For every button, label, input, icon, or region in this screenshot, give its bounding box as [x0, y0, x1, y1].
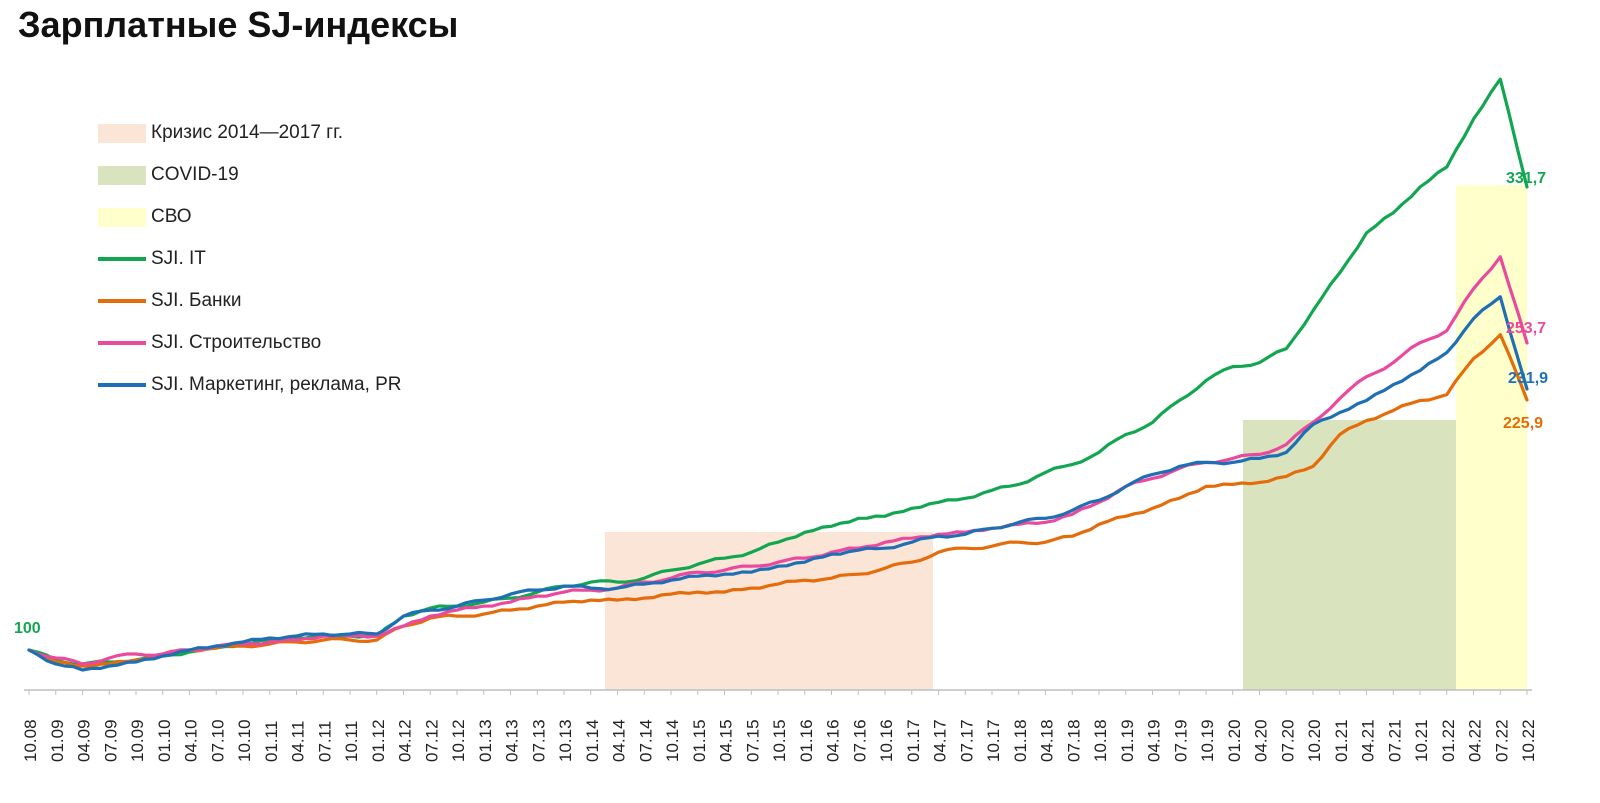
x-tick-label: 01.13	[476, 719, 495, 762]
legend-label-marketing: SJI. Маркетинг, реклама, PR	[151, 374, 402, 395]
x-tick-label: 01.19	[1118, 719, 1137, 762]
x-tick-label: 04.13	[503, 719, 522, 762]
x-tick-label: 10.12	[449, 719, 468, 762]
x-tick-label: 04.12	[396, 719, 415, 762]
legend-swatch-svo	[98, 207, 146, 227]
legend-swatch-crisis	[98, 123, 146, 143]
series-lines	[27, 77, 1529, 672]
x-tick-label: 10.09	[128, 719, 147, 762]
legend-item-it: SJI. IT	[98, 238, 402, 280]
x-tick-label: 10.14	[663, 719, 682, 762]
start-value-label: 100	[14, 620, 41, 637]
x-tick-label: 07.13	[529, 719, 548, 762]
x-tick-label: 10.13	[556, 719, 575, 762]
legend-item-svo: СВО	[98, 196, 402, 238]
x-axis: 10.08 01.09 04.09 07.09 10.09 01.10 04.10 07.10…	[21, 689, 1538, 762]
legend-item-marketing: SJI. Маркетинг, реклама, PR	[98, 364, 402, 406]
x-tick-label: 01.20	[1225, 719, 1244, 762]
x-tick-label: 04.22	[1466, 719, 1485, 762]
end-value-label-2: 253,7	[1506, 320, 1546, 337]
end-value-label-0: 331,7	[1506, 170, 1546, 187]
legend-label-it: SJI. IT	[151, 248, 206, 269]
x-tick-label: 01.15	[690, 719, 709, 762]
x-tick-label: 10.16	[877, 719, 896, 762]
series-line-2	[27, 255, 1529, 666]
band-2	[1456, 185, 1527, 690]
x-tick-label: 07.21	[1385, 719, 1404, 762]
legend-label-covid: COVID-19	[151, 164, 239, 185]
legend-label-construction: SJI. Строительство	[151, 332, 322, 353]
legend-line-marketing	[98, 383, 146, 387]
x-tick-label: 01.09	[48, 719, 67, 762]
series-line-3	[27, 295, 1529, 672]
x-tick-label: 04.16	[824, 719, 843, 762]
x-tick-label: 04.21	[1359, 719, 1378, 762]
legend-line-banks	[98, 299, 146, 303]
x-tick-label: 07.16	[850, 719, 869, 762]
legend-line-it	[98, 257, 146, 261]
x-tick-label: 10.18	[1091, 719, 1110, 762]
x-tick-label: 10.20	[1305, 719, 1324, 762]
x-tick-label: 07.19	[1171, 719, 1190, 762]
end-value-label-3: 231,9	[1508, 370, 1548, 387]
x-tick-label: 04.09	[75, 719, 94, 762]
x-tick-label: 07.22	[1492, 719, 1511, 762]
x-tick-label: 01.12	[369, 719, 388, 762]
x-tick-label: 07.14	[636, 719, 655, 762]
x-tick-label: 10.08	[21, 719, 40, 762]
legend-item-covid: COVID-19	[98, 154, 402, 196]
x-tick-label: 10.10	[235, 719, 254, 762]
x-tick-label: 07.12	[422, 719, 441, 762]
x-tick-label: 04.20	[1252, 719, 1271, 762]
x-tick-label: 07.17	[957, 719, 976, 762]
legend-item-crisis: Кризис 2014—2017 гг.	[98, 112, 402, 154]
data-labels: 100 331,7 225,9 253,7 231,9	[14, 170, 1548, 637]
legend-label-banks: SJI. Банки	[151, 290, 242, 311]
x-tick-label: 07.18	[1064, 719, 1083, 762]
x-tick-label: 04.14	[610, 719, 629, 762]
legend-swatch-covid	[98, 165, 146, 185]
x-tick-label: 01.10	[155, 719, 174, 762]
x-tick-label: 01.14	[583, 719, 602, 762]
x-tick-label: 01.21	[1332, 719, 1351, 762]
x-tick-label: 07.20	[1278, 719, 1297, 762]
x-tick-label: 10.21	[1412, 719, 1431, 762]
x-tick-label: 01.18	[1011, 719, 1030, 762]
band-1	[1243, 420, 1456, 690]
legend-item-banks: SJI. Банки	[98, 280, 402, 322]
x-tick-label: 10.15	[770, 719, 789, 762]
x-tick-label: 10.22	[1519, 719, 1538, 762]
x-tick-label: 04.18	[1038, 719, 1057, 762]
x-tick-label: 01.17	[904, 719, 923, 762]
x-tick-label: 07.15	[743, 719, 762, 762]
end-value-label-1: 225,9	[1503, 415, 1543, 432]
x-tick-label: 04.19	[1145, 719, 1164, 762]
x-tick-label: 07.10	[208, 719, 227, 762]
legend-item-construction: SJI. Строительство	[98, 322, 402, 364]
legend: Кризис 2014—2017 гг. COVID-19 СВО SJI. I…	[98, 112, 402, 406]
x-tick-label: 07.11	[315, 721, 334, 762]
x-tick-label: 04.10	[182, 719, 201, 762]
x-tick-label: 01.11	[262, 721, 281, 762]
x-tick-label: 10.19	[1198, 719, 1217, 762]
x-tick-label: 10.11	[342, 721, 361, 762]
x-tick-label: 04.15	[717, 719, 736, 762]
legend-line-construction	[98, 341, 146, 345]
x-tick-label: 01.16	[797, 719, 816, 762]
legend-label-crisis: Кризис 2014—2017 гг.	[151, 122, 343, 143]
legend-label-svo: СВО	[151, 206, 192, 227]
shaded-periods	[605, 185, 1527, 690]
x-tick-label: 04.17	[931, 719, 950, 762]
x-tick-label: 01.22	[1439, 719, 1458, 762]
x-tick-label: 07.09	[101, 719, 120, 762]
band-0	[605, 532, 933, 690]
x-tick-label: 10.17	[984, 719, 1003, 762]
x-tick-label: 04.11	[289, 721, 308, 762]
chart-title: Зарплатные SJ-индексы	[18, 4, 459, 45]
